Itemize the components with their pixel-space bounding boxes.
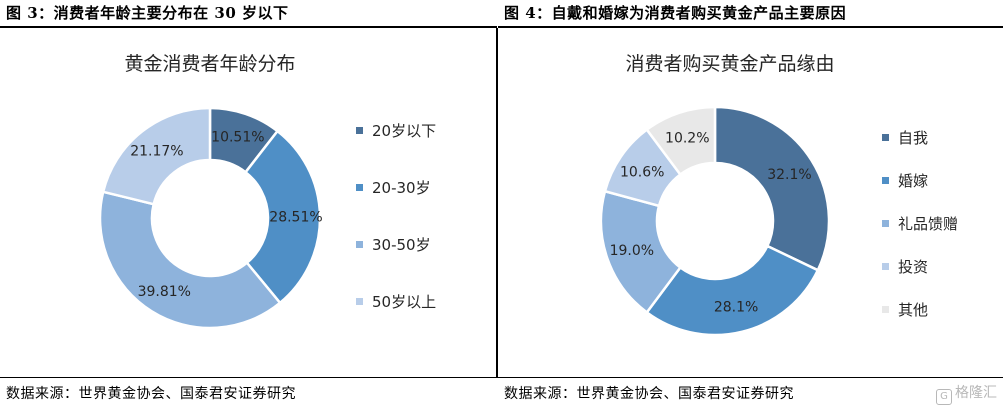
chart-title: 黄金消费者年龄分布: [124, 53, 295, 75]
reason-donut-chart: 消费者购买黄金产品缘由 32.1% 自我 28.1% 婚嫁 19.0% 礼品馈赠 10.6% 投…: [599, 53, 958, 337]
legend-swatch: [882, 220, 889, 227]
age-donut-chart: 黄金消费者年龄分布 10.51% 20岁以下 28.51% 20-30岁 39.81% 30…: [98, 53, 436, 330]
legend-label: 50岁以上: [372, 293, 436, 311]
legend-label: 礼品馈赠: [898, 215, 958, 233]
donut-slice: [101, 106, 212, 206]
donut-slice: [98, 190, 282, 330]
caption-rule: [0, 26, 497, 28]
panel-divider: [496, 28, 498, 378]
right-figure-panel: 图 4：自戴和婚嫁为消费者购买黄金产品主要原因 消费者购买黄金产品缘由 32.1%…: [498, 0, 1003, 408]
legend-label: 自我: [898, 129, 928, 147]
legend-swatch: [882, 306, 889, 313]
source-rule: [0, 377, 497, 378]
slice-data-label: 28.1%: [714, 299, 758, 315]
slice-data-label: 19.0%: [610, 243, 654, 259]
legend-label: 30-50岁: [372, 236, 431, 254]
legend-swatch: [356, 127, 363, 134]
legend-swatch: [882, 177, 889, 184]
donut-slice: [243, 129, 322, 305]
legend-label: 投资: [898, 258, 928, 276]
source-note: 数据来源：世界黄金协会、国泰君安证券研究: [6, 386, 296, 402]
chart-title: 消费者购买黄金产品缘由: [625, 53, 834, 75]
figure-caption: 图 3：消费者年龄主要分布在 30 岁以下: [6, 4, 289, 22]
legend-swatch: [882, 263, 889, 270]
slice-data-label: 10.2%: [665, 130, 709, 146]
watermark-text: 格隆汇: [955, 385, 997, 401]
legend-swatch: [882, 134, 889, 141]
legend-swatch: [356, 241, 363, 248]
donut-slice: [645, 105, 717, 177]
donut-slice: [599, 189, 683, 315]
slice-data-label: 10.6%: [620, 165, 664, 181]
source-rule: [498, 377, 1003, 378]
slice-data-label: 39.81%: [138, 284, 191, 300]
left-figure-panel: 图 3：消费者年龄主要分布在 30 岁以下 黄金消费者年龄分布 10.51% 20岁…: [0, 0, 497, 408]
legend-label: 20-30岁: [372, 179, 431, 197]
figure-caption: 图 4：自戴和婚嫁为消费者购买黄金产品主要原因: [504, 4, 847, 22]
watermark: G 格隆汇: [936, 382, 997, 405]
watermark-logo-icon: G: [936, 389, 952, 405]
caption-rule: [498, 26, 1003, 28]
slice-data-label: 28.51%: [269, 210, 322, 226]
legend-swatch: [356, 298, 363, 305]
legend-label: 其他: [898, 301, 928, 319]
source-note: 数据来源：世界黄金协会、国泰君安证券研究: [504, 386, 794, 402]
donut-slice: [713, 105, 831, 272]
donut-slice: [645, 244, 820, 337]
slice-data-label: 21.17%: [130, 143, 183, 159]
legend-label: 婚嫁: [898, 172, 928, 190]
legend-swatch: [356, 184, 363, 191]
slice-data-label: 32.1%: [767, 167, 811, 183]
legend-label: 20岁以下: [372, 122, 436, 140]
slice-data-label: 10.51%: [211, 130, 264, 146]
